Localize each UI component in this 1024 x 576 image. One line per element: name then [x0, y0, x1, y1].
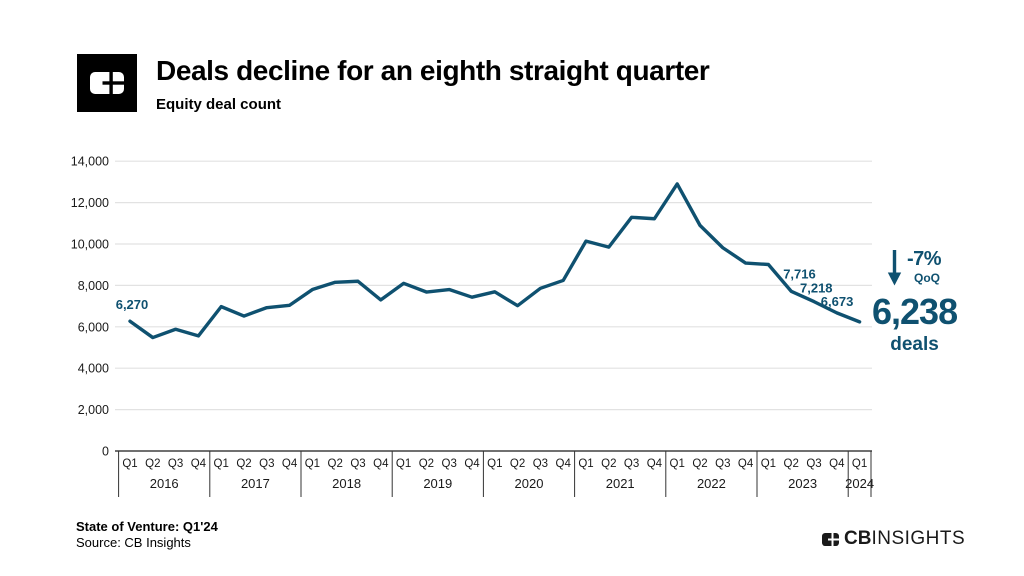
svg-text:10,000: 10,000	[71, 238, 109, 252]
svg-text:14,000: 14,000	[71, 155, 109, 169]
svg-text:4,000: 4,000	[78, 362, 109, 376]
x-axis-quarter-labels: Q1 Q2 Q3 Q4 Q1 Q2 Q3 Q4 Q1 Q2 Q3 Q4 Q1 Q2 Q3 Q4 Q1 Q2 Q3 Q4…	[122, 458, 867, 470]
svg-text:Q3: Q3	[259, 458, 274, 470]
svg-text:0: 0	[102, 445, 109, 459]
svg-text:Q3: Q3	[442, 458, 457, 470]
svg-text:Q1: Q1	[122, 458, 137, 470]
svg-text:Q2: Q2	[236, 458, 251, 470]
svg-text:2023: 2023	[788, 476, 817, 491]
svg-text:12,000: 12,000	[71, 196, 109, 210]
svg-text:2022: 2022	[697, 476, 726, 491]
down-arrow-icon	[887, 250, 902, 286]
qoq-change: -7% QoQ	[872, 248, 1022, 286]
svg-text:Q4: Q4	[556, 458, 572, 470]
svg-text:2016: 2016	[150, 476, 179, 491]
svg-text:Q2: Q2	[784, 458, 799, 470]
svg-text:Q3: Q3	[624, 458, 639, 470]
svg-text:Q1: Q1	[852, 458, 867, 470]
svg-text:Q4: Q4	[282, 458, 298, 470]
deal-count-line	[128, 182, 862, 340]
svg-text:Q1: Q1	[761, 458, 776, 470]
svg-text:8,000: 8,000	[78, 279, 109, 293]
svg-text:2024: 2024	[845, 476, 874, 491]
source-line: Source: CB Insights	[76, 535, 191, 550]
cbinsights-logo-icon	[77, 54, 137, 112]
qoq-label: QoQ	[914, 271, 940, 285]
svg-text:Q2: Q2	[692, 458, 707, 470]
year-separators	[118, 451, 872, 497]
svg-text:Q2: Q2	[145, 458, 160, 470]
svg-text:Q3: Q3	[350, 458, 365, 470]
latest-value: 6,238 deals	[872, 291, 958, 356]
svg-text:2017: 2017	[241, 476, 270, 491]
x-axis-year-labels: 2016 2017 2018 2019 2020 2021 2022 2023 2024	[150, 476, 874, 491]
svg-text:Q1: Q1	[396, 458, 411, 470]
svg-text:2020: 2020	[515, 476, 544, 491]
y-axis-labels: 0 2,000 4,000 6,000 8,000 10,000 12,000 14,000	[71, 155, 109, 459]
svg-text:Q4: Q4	[464, 458, 480, 470]
svg-text:Q2: Q2	[510, 458, 525, 470]
cbinsights-logo-glyph	[90, 72, 124, 94]
svg-text:Q1: Q1	[305, 458, 320, 470]
brand-insights: INSIGHTS	[871, 528, 966, 549]
svg-text:Q1: Q1	[670, 458, 685, 470]
cbinsights-wordmark: CB INSIGHTS	[822, 528, 965, 550]
footer: State of Venture: Q1'24 Source: CB Insig…	[76, 519, 218, 551]
svg-text:Q3: Q3	[168, 458, 183, 470]
title-block: Deals decline for an eighth straight qua…	[156, 54, 710, 113]
svg-text:Q4: Q4	[373, 458, 389, 470]
svg-text:Q2: Q2	[328, 458, 343, 470]
latest-deal-unit: deals	[890, 334, 939, 355]
svg-text:Q2: Q2	[601, 458, 616, 470]
gridlines	[115, 160, 872, 411]
svg-text:Q3: Q3	[715, 458, 730, 470]
svg-text:2019: 2019	[423, 476, 452, 491]
point-label: 6,673	[821, 294, 854, 309]
svg-text:Q2: Q2	[419, 458, 434, 470]
report-name: State of Venture: Q1'24	[76, 519, 218, 534]
svg-text:Q4: Q4	[738, 458, 754, 470]
svg-text:2018: 2018	[332, 476, 361, 491]
qoq-percent: -7%	[907, 248, 942, 270]
svg-text:Q3: Q3	[533, 458, 548, 470]
brand-cb: CB	[844, 528, 872, 549]
svg-text:Q4: Q4	[647, 458, 663, 470]
svg-text:6,000: 6,000	[78, 320, 109, 334]
qoq-text: -7% QoQ	[907, 248, 942, 285]
svg-text:2,000: 2,000	[78, 403, 109, 417]
svg-text:Q4: Q4	[829, 458, 845, 470]
header: Deals decline for an eighth straight qua…	[77, 54, 710, 113]
svg-text:Q4: Q4	[191, 458, 207, 470]
page-title: Deals decline for an eighth straight qua…	[156, 55, 710, 86]
cbinsights-wordmark-icon	[822, 532, 839, 546]
latest-deal-count: 6,238	[872, 291, 958, 332]
svg-text:Q1: Q1	[214, 458, 229, 470]
page-subtitle: Equity deal count	[156, 95, 282, 113]
point-label: 6,270	[116, 297, 149, 312]
line-series	[128, 182, 862, 340]
qoq-callout: -7% QoQ 6,238 deals	[872, 248, 1022, 356]
svg-text:Q1: Q1	[578, 458, 593, 470]
svg-text:Q3: Q3	[806, 458, 821, 470]
svg-text:2021: 2021	[606, 476, 635, 491]
svg-text:Q1: Q1	[487, 458, 502, 470]
point-label: 7,218	[800, 281, 833, 296]
point-label: 7,716	[783, 266, 816, 281]
